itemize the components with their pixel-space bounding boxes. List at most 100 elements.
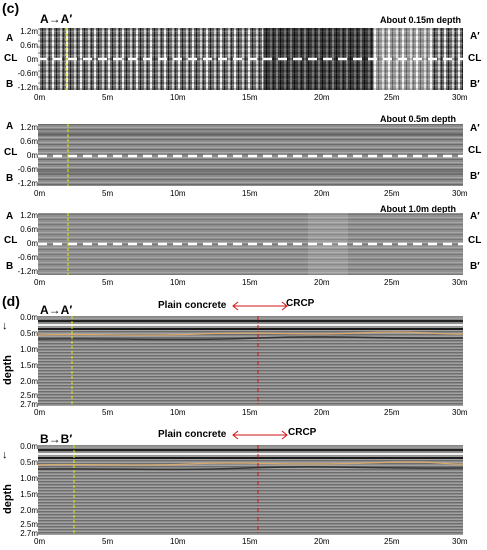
profile1-image: [38, 316, 463, 406]
map3-left-a: A: [6, 211, 14, 222]
profile1-crcp-label: CRCP: [286, 298, 315, 309]
panel-c-direction-label: A→A′: [40, 12, 73, 26]
map1-ytick: 0.6m: [20, 41, 38, 50]
map1-title: About 0.15m depth: [380, 15, 462, 25]
profile1-ytick: 2.5m: [20, 391, 38, 400]
map1-left-b: B: [6, 79, 14, 90]
map1-xtick: 10m: [170, 93, 186, 102]
map1-xaxis: 0m 5m 10m 15m 20m 25m 30m: [0, 94, 487, 104]
profile1-xaxis: 0m 5m 10m 15m 20m 25m 30m: [0, 409, 487, 419]
map3-right-a: A′: [470, 211, 480, 222]
map1-right-cl: CL: [468, 53, 482, 64]
map3-ytick: -1.2m: [17, 267, 38, 276]
map3-xaxis: 0m 5m 10m 15m 20m 25m 30m: [0, 279, 487, 289]
profile1-depth-arrow: ↓: [2, 320, 8, 332]
map2-xtick: 5m: [102, 189, 114, 198]
map3-svg: [38, 213, 463, 275]
map3-xtick: 5m: [102, 278, 114, 287]
map2-right-cl: CL: [468, 145, 482, 156]
map3-ytick: 0.6m: [20, 225, 38, 234]
map2-xtick: 20m: [314, 189, 330, 198]
profile1-xtick: 10m: [170, 408, 186, 417]
profile1-ytick: 2.0m: [20, 377, 38, 386]
profile1-xtick: 0m: [34, 408, 46, 417]
profile1-ytick: 1.5m: [20, 361, 38, 370]
profile1-boundary-arrow: [232, 301, 288, 311]
profile2-boundary-arrow: [232, 430, 288, 440]
map3-xtick: 25m: [384, 278, 400, 287]
profile2-ytick: 0.0m: [20, 442, 38, 451]
profile1-svg: [38, 316, 463, 406]
map2-xaxis: 0m 5m 10m 15m 20m 25m 30m: [0, 190, 487, 200]
profile2-xtick: 0m: [34, 537, 46, 546]
map2-image: [38, 124, 463, 186]
map1-xtick: 25m: [384, 93, 400, 102]
profile2-xtick: 25m: [384, 537, 400, 546]
map1-xtick: 30m: [452, 93, 468, 102]
profile2-ytick: 2.5m: [20, 520, 38, 529]
map1-ytick: 0m: [26, 55, 38, 64]
map2-xtick: 10m: [170, 189, 186, 198]
profile2-xtick: 15m: [242, 537, 258, 546]
map3-left-cl: CL: [4, 235, 18, 246]
profile1-direction-label: A→A′: [40, 303, 73, 317]
map3-right-b: B′: [470, 261, 480, 272]
profile2-ytick: 1.5m: [20, 490, 38, 499]
map3-title: About 1.0m depth: [380, 204, 456, 214]
profile1-xtick: 20m: [314, 408, 330, 417]
map2-ytick: -0.6m: [17, 165, 38, 174]
map3-ytick: 0m: [26, 239, 38, 248]
map1-ytick: 1.2m: [20, 27, 38, 36]
map2-xtick: 15m: [242, 189, 258, 198]
map1-ytick: -0.6m: [17, 69, 38, 78]
map3-ytick: -0.6m: [17, 253, 38, 262]
profile1-plain-concrete-label: Plain concrete: [158, 300, 227, 311]
map2-xtick: 0m: [34, 189, 46, 198]
map2-xtick: 30m: [452, 189, 468, 198]
map2-left-b: B: [6, 173, 14, 184]
profile2-ytick: 2.7m: [20, 529, 38, 538]
map3-ytick: 1.2m: [20, 211, 38, 220]
map1-ytick: -1.2m: [17, 83, 38, 92]
profile2-xtick: 5m: [102, 537, 114, 546]
map3-xtick: 15m: [242, 278, 258, 287]
map3-xtick: 10m: [170, 278, 186, 287]
map2-left-a: A: [6, 121, 14, 132]
map3-right-cl: CL: [468, 235, 482, 246]
profile1-xtick: 15m: [242, 408, 258, 417]
map2-ytick: 0.6m: [20, 137, 38, 146]
map1-right-b: B′: [470, 79, 480, 90]
profile1-xtick: 30m: [452, 408, 468, 417]
profile2-xtick: 10m: [170, 537, 186, 546]
map1-right-a: A′: [470, 31, 480, 42]
map3-xtick: 0m: [34, 278, 46, 287]
map3-left-b: B: [6, 261, 14, 272]
profile1-xtick: 25m: [384, 408, 400, 417]
map2-right-b: B′: [470, 171, 480, 182]
map1-xtick: 5m: [102, 93, 114, 102]
profile1-ytick: 0.5m: [20, 329, 38, 338]
profile1-xtick: 5m: [102, 408, 114, 417]
panel-c-letter: (c): [2, 0, 20, 16]
map2-title: About 0.5m depth: [380, 114, 456, 124]
map1-svg: [38, 28, 463, 90]
map2-left-cl: CL: [4, 147, 18, 158]
map1-left-a: A: [6, 33, 14, 44]
profile2-crcp-label: CRCP: [288, 427, 317, 438]
map3-xtick: 20m: [314, 278, 330, 287]
map2-svg: [38, 124, 463, 186]
map3-xtick: 30m: [452, 278, 468, 287]
profile2-depth-arrow: ↓: [2, 449, 8, 461]
map3-image: [38, 213, 463, 275]
profile1-ytick: 2.7m: [20, 400, 38, 409]
map1-xtick: 0m: [34, 93, 46, 102]
panel-d-letter: (d): [2, 293, 20, 309]
profile2-svg: [38, 445, 463, 535]
profile1-ytick: 1.0m: [20, 345, 38, 354]
map1-left-cl: CL: [4, 53, 18, 64]
profile2-direction-label: B→B′: [40, 432, 73, 446]
profile2-ytick: 0.5m: [20, 458, 38, 467]
profile2-plain-concrete-label: Plain concrete: [158, 429, 227, 440]
map2-xtick: 25m: [384, 189, 400, 198]
map1-xtick: 20m: [314, 93, 330, 102]
